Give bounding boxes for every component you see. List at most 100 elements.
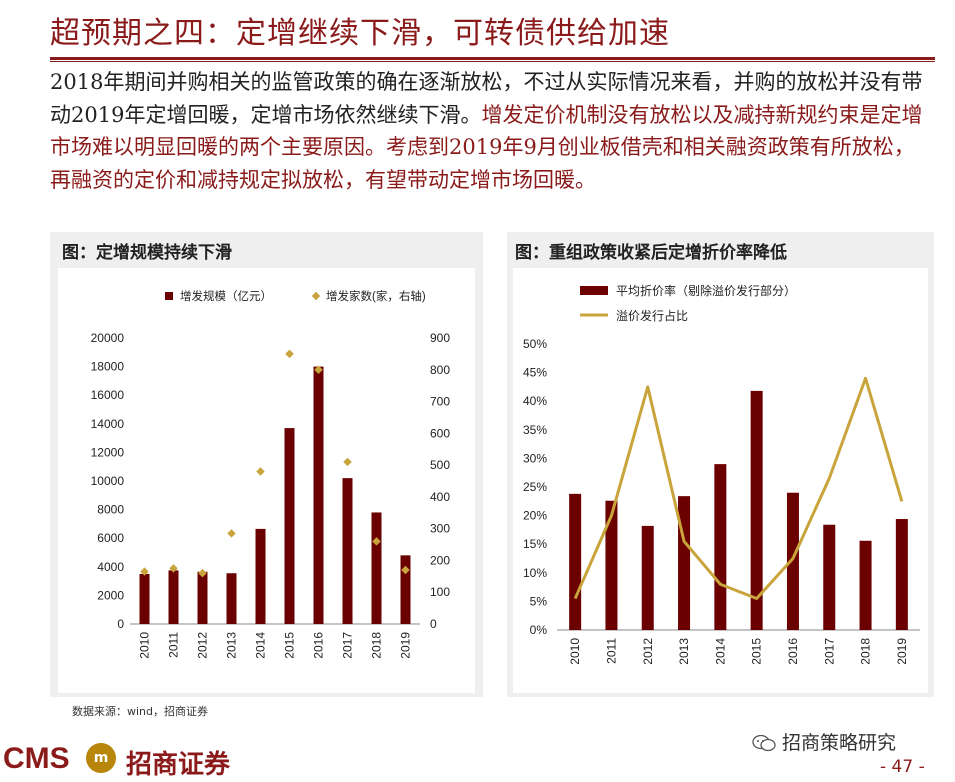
bar [139, 573, 150, 624]
bar [226, 573, 237, 624]
scatter-point [227, 529, 236, 538]
x-tick-label: 2017 [341, 632, 355, 659]
scatter-point [343, 457, 352, 467]
y-right-tick-label: 900 [430, 331, 450, 345]
bar [197, 571, 208, 624]
bar [641, 525, 654, 630]
bar [284, 428, 295, 624]
y-tick-label: 20% [523, 509, 547, 523]
bar [313, 366, 324, 624]
scatter-point [198, 568, 207, 578]
y-left-tick-label: 20000 [91, 331, 125, 345]
x-tick-label: 2016 [786, 638, 800, 665]
y-left-tick-label: 12000 [91, 445, 125, 459]
right-chart-box: 平均折价率（剔除溢价发行部分） 溢价发行占比 0% 5% 10% 15% 20% 25% 30%… [513, 268, 928, 693]
y-left-tick-label: 16000 [91, 388, 125, 402]
scatter-point [401, 565, 410, 575]
y-right-tick-label: 800 [430, 363, 450, 377]
legend-label-bar: 增发规模（亿元） [180, 289, 272, 303]
scatter-point [372, 537, 381, 546]
company-name: 招商证券 [126, 750, 231, 780]
cms-logo: CMS [3, 742, 70, 775]
body-paragraph: 2018年期间并购相关的监管政策的确在逐渐放松，不过从实际情况来看，并购的放松并… [50, 66, 935, 196]
bar [750, 390, 763, 630]
bar [569, 493, 582, 630]
y-tick-label: 35% [523, 423, 547, 437]
x-tick-label: 2011 [604, 638, 618, 664]
y-tick-label: 5% [530, 594, 548, 608]
bar [605, 500, 618, 630]
y-tick-label: 30% [523, 451, 547, 465]
x-tick-label: 2014 [713, 638, 727, 665]
body-normal-text: 2018年期间并购相关的监管政策的确在逐渐放松，不过从实际情况来看，并购的放松并… [50, 70, 923, 127]
y-right-tick-label: 600 [430, 426, 450, 440]
legend-label-marker: 增发家数(家，右轴) [326, 289, 426, 303]
bar [714, 464, 727, 630]
y-right-tick-label: 500 [430, 458, 450, 472]
y-right-tick-label: 100 [430, 585, 450, 599]
y-left-tick-label: 6000 [97, 531, 124, 545]
bar [342, 478, 353, 624]
y-left-tick-label: 14000 [91, 417, 125, 431]
right-chart-panel: 图：重组政策收紧后定增折价率降低 平均折价率（剔除溢价发行部分） 溢价发行占比 0%… [507, 232, 934, 697]
x-tick-label: 2012 [196, 632, 210, 659]
x-tick-label: 2018 [859, 638, 873, 665]
bar [823, 524, 836, 630]
x-tick-label: 2013 [677, 638, 691, 665]
right-chart-svg: 平均折价率（剔除溢价发行部分） 溢价发行占比 0% 5% 10% 15% 20% 25% 30%… [523, 283, 920, 665]
wechat-account: 招商策略研究 [752, 728, 896, 755]
wechat-name: 招商策略研究 [782, 732, 897, 754]
left-chart-panel: 图：定增规模持续下滑 增发规模（亿元） 增发家数(家，右轴) 0 2000 4000 60… [50, 232, 483, 697]
y-tick-label: 45% [523, 366, 547, 380]
bar [371, 512, 382, 624]
x-tick-label: 2019 [399, 632, 413, 659]
scatter-point [314, 365, 323, 375]
body-highlight-text: 增发定价机制没有放松以及减持新规约束是定增市场难以明显回暖的两个主要原因。考虑到… [50, 102, 923, 192]
page-title: 超预期之四：定增继续下滑，可转债供给加速 [50, 16, 670, 51]
y-tick-label: 10% [523, 566, 547, 580]
page-number: - 47 - [880, 757, 925, 777]
y-left-tick-label: 8000 [97, 503, 124, 517]
y-tick-label: 0% [530, 623, 548, 637]
legend-label-line: 溢价发行占比 [616, 308, 688, 323]
y-right-tick-label: 200 [430, 553, 450, 567]
bar [895, 519, 908, 630]
wechat-icon [752, 734, 776, 752]
legend-swatch-bar [165, 292, 173, 300]
x-tick-label: 2015 [750, 638, 764, 665]
scatter-point [256, 467, 265, 476]
scatter-point [169, 564, 178, 573]
bar [400, 555, 411, 624]
title-rule-thin [50, 61, 935, 62]
y-right-tick-label: 0 [430, 617, 437, 631]
x-tick-label: 2012 [641, 638, 655, 665]
legend-swatch-bar [580, 286, 608, 295]
y-left-tick-label: 10000 [91, 474, 125, 488]
bar [168, 570, 179, 624]
y-right-tick-label: 700 [430, 395, 450, 409]
title-rule [50, 57, 935, 60]
x-tick-label: 2015 [283, 632, 297, 659]
left-chart-title: 图：定增规模持续下滑 [62, 243, 232, 263]
series-line [573, 376, 904, 601]
left-chart-svg: 增发规模（亿元） 增发家数(家，右轴)0200040006000800010000… [91, 289, 451, 659]
y-left-tick-label: 2000 [97, 588, 124, 602]
bar [786, 492, 799, 630]
left-chart-box: 增发规模（亿元） 增发家数(家，右轴) 0 2000 4000 6000 8000 10000… [58, 268, 475, 693]
x-tick-label: 2017 [822, 638, 836, 665]
x-tick-label: 2019 [895, 638, 909, 665]
right-chart-title: 图：重组政策收紧后定增折价率降低 [515, 243, 787, 263]
bar [678, 496, 691, 630]
y-left-tick-label: 0 [117, 617, 124, 631]
cms-badge-icon: m [86, 743, 116, 773]
y-tick-label: 25% [523, 480, 547, 494]
y-tick-label: 50% [523, 337, 547, 351]
x-tick-label: 2013 [225, 632, 239, 659]
y-left-tick-label: 4000 [97, 560, 124, 574]
y-right-tick-label: 400 [430, 490, 450, 504]
y-left-tick-label: 18000 [91, 360, 125, 374]
data-source: 数据来源：wind，招商证券 [72, 705, 209, 718]
bar [859, 540, 872, 630]
x-tick-label: 2010 [568, 638, 582, 665]
legend-label-bar: 平均折价率（剔除溢价发行部分） [616, 283, 796, 298]
